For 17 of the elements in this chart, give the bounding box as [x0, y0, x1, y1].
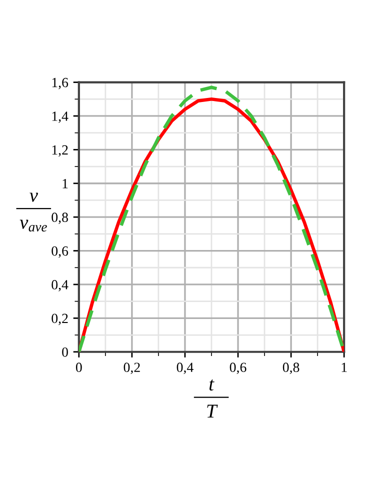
- x-axis-title: t T: [207, 379, 218, 418]
- y-tick-label: 0,4: [52, 280, 68, 292]
- y-tick-label: 0,2: [52, 314, 68, 326]
- x-tick-label: 0,8: [282, 362, 300, 374]
- y-tick-label: 1: [62, 179, 68, 188]
- y-axis-title: v v$_{ave}$: [20, 192, 47, 232]
- x-tick-label: 1: [342, 362, 347, 372]
- x-tick-label: 0,6: [230, 362, 246, 374]
- x-tick-label: 0,4: [176, 362, 194, 374]
- y-tick-label: 0,8: [52, 212, 68, 224]
- y-tick-label: 1,6: [52, 78, 68, 90]
- y-tick-label: 1,2: [52, 145, 68, 157]
- x-tick-label: 0,2: [124, 362, 140, 374]
- y-tick-label: 0: [62, 347, 68, 357]
- y-tick-label: 1,4: [52, 112, 68, 123]
- y-tick-label: 0,6: [52, 246, 68, 258]
- x-tick-label: 0: [76, 362, 82, 372]
